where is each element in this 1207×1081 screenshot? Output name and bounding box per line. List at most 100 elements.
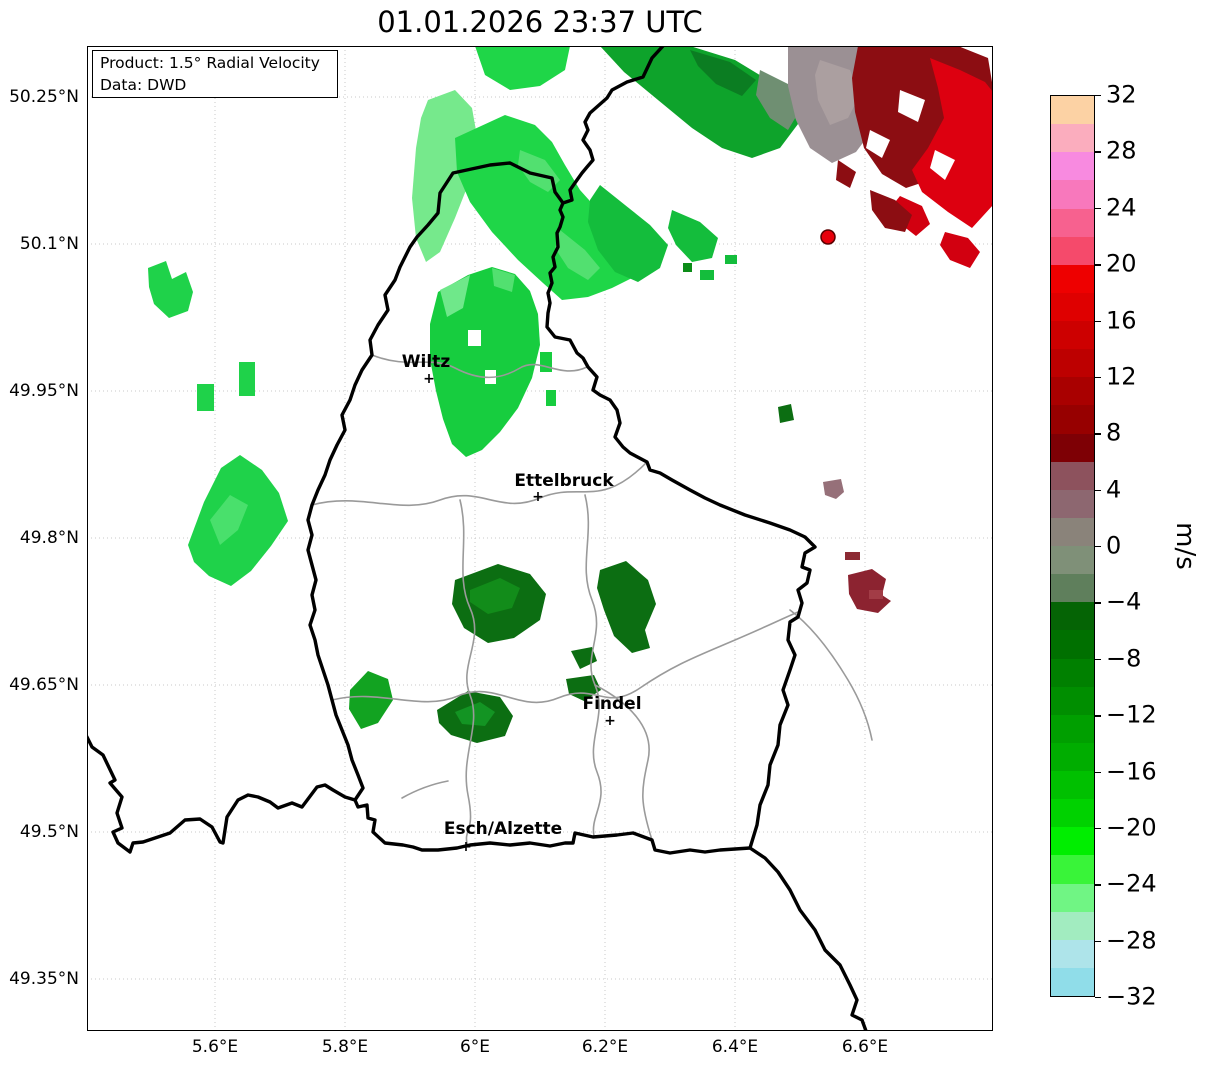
colorbar-tick-label: −28 — [1106, 926, 1157, 954]
colorbar-band — [1051, 968, 1094, 996]
echo-gap — [468, 330, 481, 346]
radar-echo-speck-green — [683, 263, 692, 272]
colorbar-band — [1051, 743, 1094, 771]
radar-echo-bit — [725, 255, 737, 264]
city-marker-findel: + — [604, 714, 616, 728]
radar-echo-ne-darkred-patch — [836, 160, 856, 188]
colorbar-tick-mark — [1095, 941, 1101, 942]
city-label-ettelbruck: Ettelbruck — [514, 471, 613, 491]
colorbar-tick-label: −32 — [1106, 982, 1157, 1010]
colorbar-tick-label: 16 — [1106, 306, 1137, 334]
colorbar-tick-mark — [1095, 208, 1101, 209]
colorbar-tick-label: 8 — [1106, 419, 1121, 447]
colorbar-band — [1051, 771, 1094, 799]
colorbar-band — [1051, 490, 1094, 518]
colorbar-tick-mark — [1095, 828, 1101, 829]
city-label-wiltz: Wiltz — [402, 352, 450, 372]
colorbar-band — [1051, 321, 1094, 349]
radar-echo-ne-darkred-patch — [870, 190, 912, 232]
colorbar-band — [1051, 152, 1094, 180]
colorbar-tick-label: −16 — [1106, 757, 1157, 785]
radar-echo-speck-mauve — [823, 479, 844, 499]
colorbar-band — [1051, 434, 1094, 462]
colorbar-band — [1051, 265, 1094, 293]
lon-tick-label: 6.2°E — [560, 1037, 650, 1057]
colorbar-unit-label: m/s — [1170, 522, 1200, 570]
colorbar-band — [1051, 687, 1094, 715]
colorbar-band — [1051, 377, 1094, 405]
colorbar-tick-mark — [1095, 490, 1101, 491]
colorbar-band — [1051, 659, 1094, 687]
colorbar-band — [1051, 855, 1094, 883]
colorbar-band — [1051, 715, 1094, 743]
colorbar-tick-label: −24 — [1106, 870, 1157, 898]
velocity-colorbar — [1050, 95, 1095, 997]
city-marker-wiltz: + — [423, 372, 435, 386]
colorbar-band — [1051, 912, 1094, 940]
radar-echo-bit — [700, 270, 714, 280]
radar-echo-west-bit — [239, 362, 255, 396]
colorbar-band — [1051, 237, 1094, 265]
border-france-belgium — [85, 733, 355, 852]
radar-echo-cluster-red-light — [869, 590, 883, 599]
radar-echoes — [148, 46, 993, 743]
colorbar-tick-label: 20 — [1106, 250, 1137, 278]
colorbar-band — [1051, 349, 1094, 377]
radar-figure: 01.01.2026 23:37 UTC — [0, 0, 1207, 1081]
colorbar-band — [1051, 574, 1094, 602]
lon-tick-label: 6.6°E — [820, 1037, 910, 1057]
colorbar-tick-mark — [1095, 997, 1101, 998]
colorbar-band — [1051, 180, 1094, 208]
radar-echo-north-top-strip — [475, 46, 570, 90]
colorbar-tick-label: 12 — [1106, 362, 1137, 390]
lat-tick-label: 49.95°N — [0, 381, 79, 401]
colorbar-tick-mark — [1095, 95, 1101, 96]
lat-tick-label: 49.35°N — [0, 969, 79, 989]
radar-echo-bit — [546, 390, 556, 406]
radar-echo-center2 — [597, 561, 656, 653]
colorbar-band — [1051, 884, 1094, 912]
city-label-findel: Findel — [582, 694, 641, 714]
colorbar-tick-mark — [1095, 377, 1101, 378]
city-marker-esch: + — [460, 840, 472, 854]
radar-site-dot — [821, 230, 835, 244]
radar-echo-west-bit — [197, 384, 214, 411]
colorbar-tick-label: 32 — [1106, 80, 1137, 108]
colorbar-tick-mark — [1095, 715, 1101, 716]
colorbar-tick-mark — [1095, 659, 1101, 660]
colorbar-tick-mark — [1095, 151, 1101, 152]
lat-tick-label: 49.5°N — [0, 822, 79, 842]
colorbar-tick-label: −20 — [1106, 813, 1157, 841]
colorbar-tick-label: 4 — [1106, 475, 1121, 503]
colorbar-tick-label: 28 — [1106, 137, 1137, 165]
lat-tick-label: 49.8°N — [0, 528, 79, 548]
colorbar-band — [1051, 124, 1094, 152]
radar-echo-west-small — [148, 261, 193, 318]
colorbar-tick-mark — [1095, 546, 1101, 547]
city-label-esch: Esch/Alzette — [444, 819, 562, 839]
radar-echo-east-scatter — [668, 210, 718, 262]
colorbar-band — [1051, 602, 1094, 630]
radar-echo-center5 — [349, 671, 393, 729]
lat-tick-label: 49.65°N — [0, 675, 79, 695]
colorbar-tick-mark — [1095, 321, 1101, 322]
colorbar-tick-mark — [1095, 772, 1101, 773]
lon-tick-label: 6.4°E — [690, 1037, 780, 1057]
colorbar-band — [1051, 293, 1094, 321]
colorbar-tick-label: 0 — [1106, 531, 1121, 559]
lon-tick-label: 5.8°E — [300, 1037, 390, 1057]
lon-tick-label: 6°E — [430, 1037, 520, 1057]
radar-echo-speck-darkgreen — [778, 404, 794, 423]
colorbar-band — [1051, 827, 1094, 855]
lat-tick-label: 50.1°N — [0, 234, 79, 254]
radar-echo-speck-red — [845, 552, 860, 560]
colorbar-band — [1051, 405, 1094, 433]
colorbar-tick-mark — [1095, 433, 1101, 434]
data-source-label: Data: DWD — [100, 74, 337, 96]
lon-tick-label: 5.6°E — [170, 1037, 260, 1057]
colorbar-tick-label: −12 — [1106, 701, 1157, 729]
colorbar-tick-label: 24 — [1106, 193, 1137, 221]
radar-echo-ne-red-patch — [940, 232, 980, 268]
colorbar-band — [1051, 799, 1094, 827]
city-marker-ettelbruck: + — [532, 490, 544, 504]
